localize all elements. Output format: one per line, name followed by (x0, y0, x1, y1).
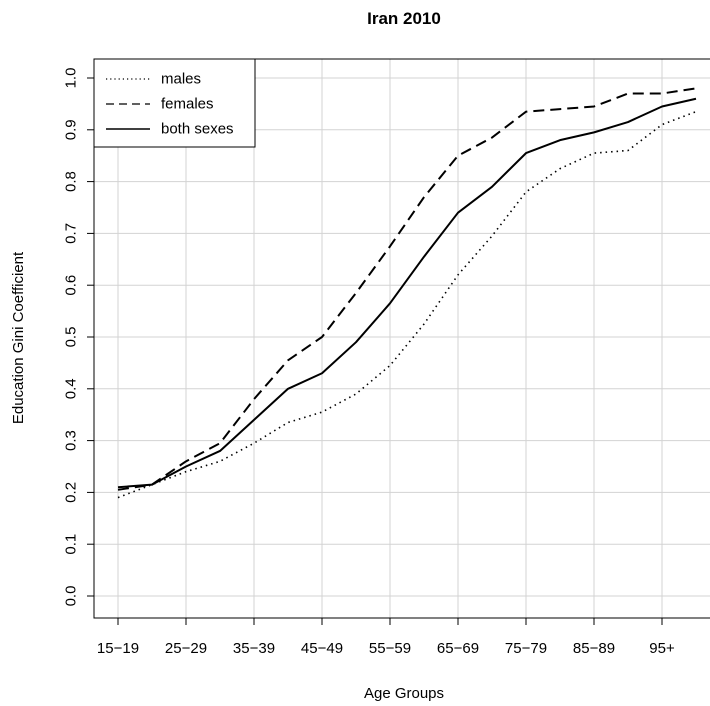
series-lines (117, 87, 697, 499)
y-tick-label: 0.7 (63, 223, 80, 244)
y-tick-label: 0.0 (63, 586, 80, 607)
x-tick-label: 85−89 (573, 640, 615, 657)
x-tick-label: 15−19 (97, 640, 139, 657)
series-line-both-sexes (117, 97, 697, 489)
y-tick-label: 1.0 (63, 68, 80, 89)
legend: males females both sexes (93, 58, 256, 148)
y-tick-label: 0.9 (63, 119, 80, 140)
y-axis: 0.0 0.1 0.2 0.3 0.4 0.5 0.6 0.7 0.8 0.9 1.0 (63, 68, 94, 607)
legend-label: both sexes (161, 121, 234, 138)
x-tick-label: 65−69 (437, 640, 479, 657)
plot-border (93, 58, 710, 619)
y-tick-label: 0.3 (63, 430, 80, 451)
y-axis-label: Education Gini Coefficient (10, 251, 27, 424)
series-line-females (117, 87, 697, 491)
x-tick-label: 95+ (649, 640, 675, 657)
x-axis-label: Age Groups (364, 685, 444, 702)
series-line-males (117, 110, 697, 499)
x-tick-label: 35−39 (233, 640, 275, 657)
y-tick-label: 0.6 (63, 275, 80, 296)
x-tick-label: 45−49 (301, 640, 343, 657)
x-tick-label: 55−59 (369, 640, 411, 657)
legend-label: males (161, 71, 201, 88)
x-tick-label: 25−29 (165, 640, 207, 657)
y-tick-label: 0.2 (63, 482, 80, 503)
y-tick-label: 0.8 (63, 171, 80, 192)
legend-box (93, 58, 256, 148)
y-tick-label: 0.4 (63, 378, 80, 399)
x-tick-label: 75−79 (505, 640, 547, 657)
x-axis: 15−19 25−29 35−39 45−49 55−59 65−69 75−79 85−89… (97, 618, 675, 657)
y-tick-label: 0.5 (63, 327, 80, 348)
y-tick-label: 0.1 (63, 534, 80, 555)
legend-label: females (161, 96, 214, 113)
chart-title: Iran 2010 (367, 9, 441, 28)
